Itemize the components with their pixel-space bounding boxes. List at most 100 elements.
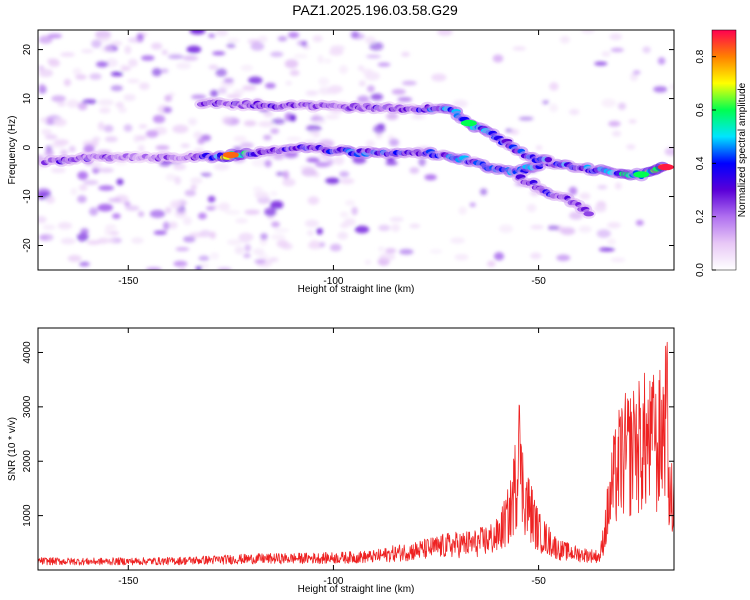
noise-blob <box>161 49 168 55</box>
spectrogram-tracks <box>38 97 674 219</box>
noise-blob <box>610 47 624 53</box>
noise-blob <box>77 102 88 111</box>
noise-blob <box>344 200 356 206</box>
x-tick-label: -100 <box>323 576 343 587</box>
noise-blob <box>105 58 118 68</box>
noise-blob <box>174 209 187 219</box>
noise-blob <box>45 195 55 204</box>
noise-blob <box>112 213 121 219</box>
noise-blob <box>530 252 542 260</box>
noise-blob <box>535 145 543 150</box>
noise-blob <box>499 224 513 233</box>
colorbar-tick-label: 0.0 <box>695 263 706 277</box>
noise-blob <box>103 124 114 133</box>
noise-blob <box>209 231 216 239</box>
noise-blob <box>351 206 358 216</box>
x-tick-label: -150 <box>118 276 138 287</box>
noise-blob <box>254 191 269 199</box>
colorbar-tick-label: 0.6 <box>695 103 706 117</box>
noise-blob <box>197 138 205 145</box>
noise-blob <box>162 221 170 231</box>
noise-blob <box>80 228 89 236</box>
noise-blob <box>480 188 488 196</box>
colorbar-gradient <box>711 29 737 271</box>
noise-blob <box>226 239 242 246</box>
noise-blob <box>198 255 210 262</box>
track-peak <box>633 171 650 178</box>
colorbar-label: Normalized spectral amplitude <box>737 82 748 217</box>
top-y-axis-label: Frequency (Hz) <box>7 116 18 185</box>
noise-blob <box>635 219 644 226</box>
noise-blob <box>173 163 187 171</box>
noise-blob <box>657 57 666 65</box>
noise-blob <box>97 99 114 106</box>
noise-blob <box>364 71 380 81</box>
noise-blob <box>326 88 340 95</box>
noise-blob <box>364 259 371 265</box>
noise-blob <box>601 51 611 57</box>
noise-blob <box>358 80 366 87</box>
noise-blob <box>195 266 202 270</box>
noise-blob <box>293 54 308 59</box>
noise-blob <box>469 202 476 208</box>
noise-blob <box>424 174 437 181</box>
noise-blob <box>155 145 170 151</box>
colorbar-ticks: 0.0 0.2 0.4 0.6 0.8 <box>695 49 716 277</box>
noise-blob <box>264 207 277 217</box>
noise-blob <box>487 260 496 268</box>
noise-blob <box>260 233 268 241</box>
noise-blob <box>304 219 319 228</box>
x-tick-label: -50 <box>531 276 546 287</box>
noise-blob <box>123 124 133 132</box>
noise-blob <box>597 185 608 190</box>
noise-blob <box>131 237 144 244</box>
noise-blob <box>81 49 94 54</box>
noise-blob <box>350 30 360 38</box>
noise-blob <box>98 121 105 131</box>
noise-blob <box>431 73 447 82</box>
bottom-y-ticks: 1000 2000 3000 4000 <box>22 341 674 527</box>
y-tick-label: -10 <box>22 189 33 204</box>
noise-blob <box>458 206 467 215</box>
noise-blob <box>333 156 345 165</box>
noise-blob <box>653 86 668 93</box>
noise-blob <box>38 83 46 91</box>
colorbar-tick-label: 0.8 <box>695 49 706 63</box>
noise-blob <box>153 114 166 124</box>
noise-blob <box>437 30 453 36</box>
noise-blob <box>339 178 355 185</box>
noise-blob <box>123 94 136 102</box>
noise-blob <box>53 118 67 127</box>
noise-blob <box>38 235 49 241</box>
noise-blob <box>104 136 118 143</box>
noise-blob <box>559 35 571 44</box>
noise-blob <box>206 206 216 211</box>
noise-blob <box>357 65 365 71</box>
noise-blob <box>250 41 265 51</box>
noise-blob <box>578 225 592 233</box>
noise-blob <box>138 82 150 90</box>
noise-blob <box>337 231 349 240</box>
snr-series-line <box>38 341 674 566</box>
noise-blob <box>289 69 300 76</box>
noise-blob <box>168 221 178 229</box>
noise-blob <box>642 46 651 54</box>
noise-blob <box>370 93 384 101</box>
noise-blob <box>138 124 148 129</box>
noise-blob <box>593 205 607 213</box>
noise-blob <box>82 99 97 104</box>
noise-blob <box>47 33 62 39</box>
noise-blob <box>325 177 340 184</box>
noise-blob <box>598 247 615 252</box>
noise-blob <box>234 246 245 255</box>
noise-blob <box>569 108 580 116</box>
noise-blob <box>187 117 198 126</box>
noise-blob <box>118 107 127 113</box>
noise-blob <box>258 121 274 128</box>
y-tick-label: 10 <box>22 93 33 105</box>
noise-blob <box>326 158 334 166</box>
noise-blob <box>72 67 82 76</box>
noise-blob <box>610 257 626 263</box>
noise-blob <box>270 128 280 135</box>
noise-blob <box>89 73 102 80</box>
